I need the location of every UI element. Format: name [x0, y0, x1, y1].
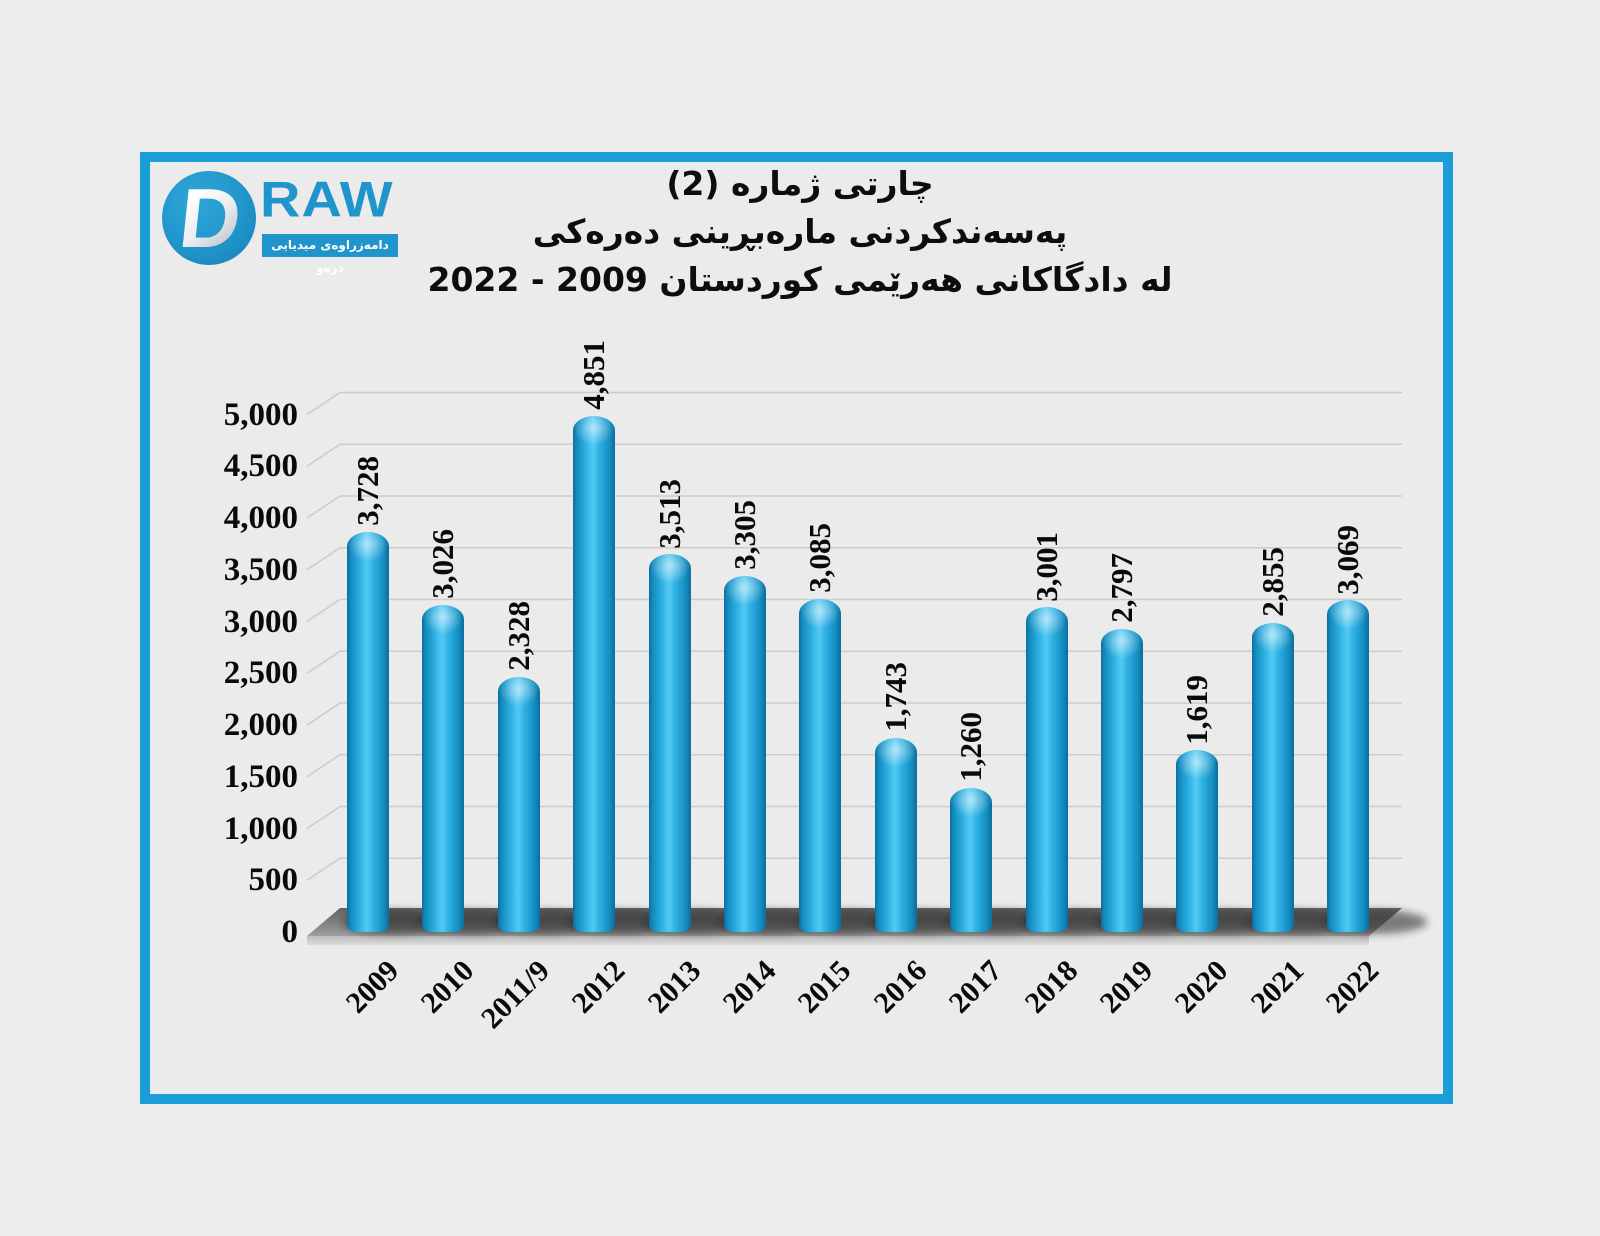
- gridline-wing: [306, 805, 341, 830]
- bar-2015: [799, 598, 842, 932]
- bar-value-label: 3,026: [425, 529, 461, 599]
- bar-value-label: 3,305: [727, 500, 762, 570]
- bar-value-label: 4,851: [576, 340, 612, 410]
- y-axis-label: 3,500: [223, 551, 298, 588]
- draw-logo: D RAW دامەزراوەی میدیایی درەو: [160, 168, 420, 275]
- bar-2020: [1176, 750, 1219, 932]
- y-axis-label: 2,000: [223, 707, 298, 743]
- y-axis-label: 4,500: [223, 448, 298, 485]
- bar-value-label: 3,001: [1028, 531, 1064, 602]
- bar-value-label: 3,085: [802, 522, 838, 593]
- bar-value-label: 3,513: [651, 478, 687, 549]
- bar-2017: [950, 787, 993, 932]
- bar-2018: [1025, 607, 1068, 932]
- gridline-wing: [306, 702, 341, 726]
- bar-value-label: 2,855: [1254, 546, 1290, 617]
- bar-2012: [573, 415, 616, 932]
- gridline-wing: [306, 754, 341, 778]
- y-axis-label: 1,000: [223, 810, 298, 847]
- title-line-2: پەسەندکردنی مارەبڕینی دەرەکی: [532, 212, 1068, 251]
- title-line-3: له دادگاکانی هەرێمی کوردستان 2009 - 2022: [427, 260, 1173, 299]
- gridline-wing: [306, 650, 341, 674]
- y-axis-label: 3,000: [223, 603, 298, 640]
- gridline-wing: [306, 598, 341, 623]
- y-axis-label: 2,500: [223, 655, 298, 692]
- bar-2011/9: [497, 677, 540, 932]
- bar-value-label: 3,069: [1330, 524, 1366, 595]
- bar-2009: [347, 532, 389, 932]
- bar-2022: [1327, 600, 1370, 932]
- bar-2019: [1101, 628, 1143, 932]
- bar-2014: [724, 575, 766, 932]
- bar-value-label: 2,328: [500, 601, 536, 672]
- gridline-wing: [306, 443, 341, 467]
- y-axis-label: 4,000: [223, 500, 298, 536]
- chart-title: چارتی ژماره (2) پەسەندکردنی مارەبڕینی دە…: [160, 160, 1440, 304]
- bar-value-label: 3,728: [350, 456, 385, 527]
- logo-raw-text: RAW: [260, 170, 394, 228]
- chart-floor-edge: [307, 936, 1369, 945]
- y-axis-label: 500: [248, 862, 299, 899]
- y-axis-label: 5,000: [223, 396, 298, 433]
- bar-value-label: 1,743: [877, 661, 913, 732]
- bar-2016: [874, 737, 917, 932]
- bar-value-label: 1,619: [1179, 674, 1215, 745]
- gridline-wing: [306, 857, 341, 881]
- gridline-wing: [306, 495, 341, 519]
- gridline-wing: [306, 547, 341, 571]
- bar-value-label: 2,797: [1104, 552, 1139, 623]
- bar-2013: [648, 554, 691, 932]
- logo-tagline: دامەزراوەی میدیایی درەو: [262, 234, 398, 275]
- bar-2010: [422, 604, 465, 932]
- bar-2021: [1251, 622, 1294, 932]
- y-axis-label: 0: [281, 914, 299, 950]
- gridline-wing: [306, 391, 341, 416]
- logo-circle-icon: [162, 171, 256, 265]
- y-axis-label: 1,500: [223, 758, 298, 795]
- bar-value-label: 1,260: [953, 711, 989, 782]
- title-line-1: چارتی ژماره (2): [666, 164, 934, 203]
